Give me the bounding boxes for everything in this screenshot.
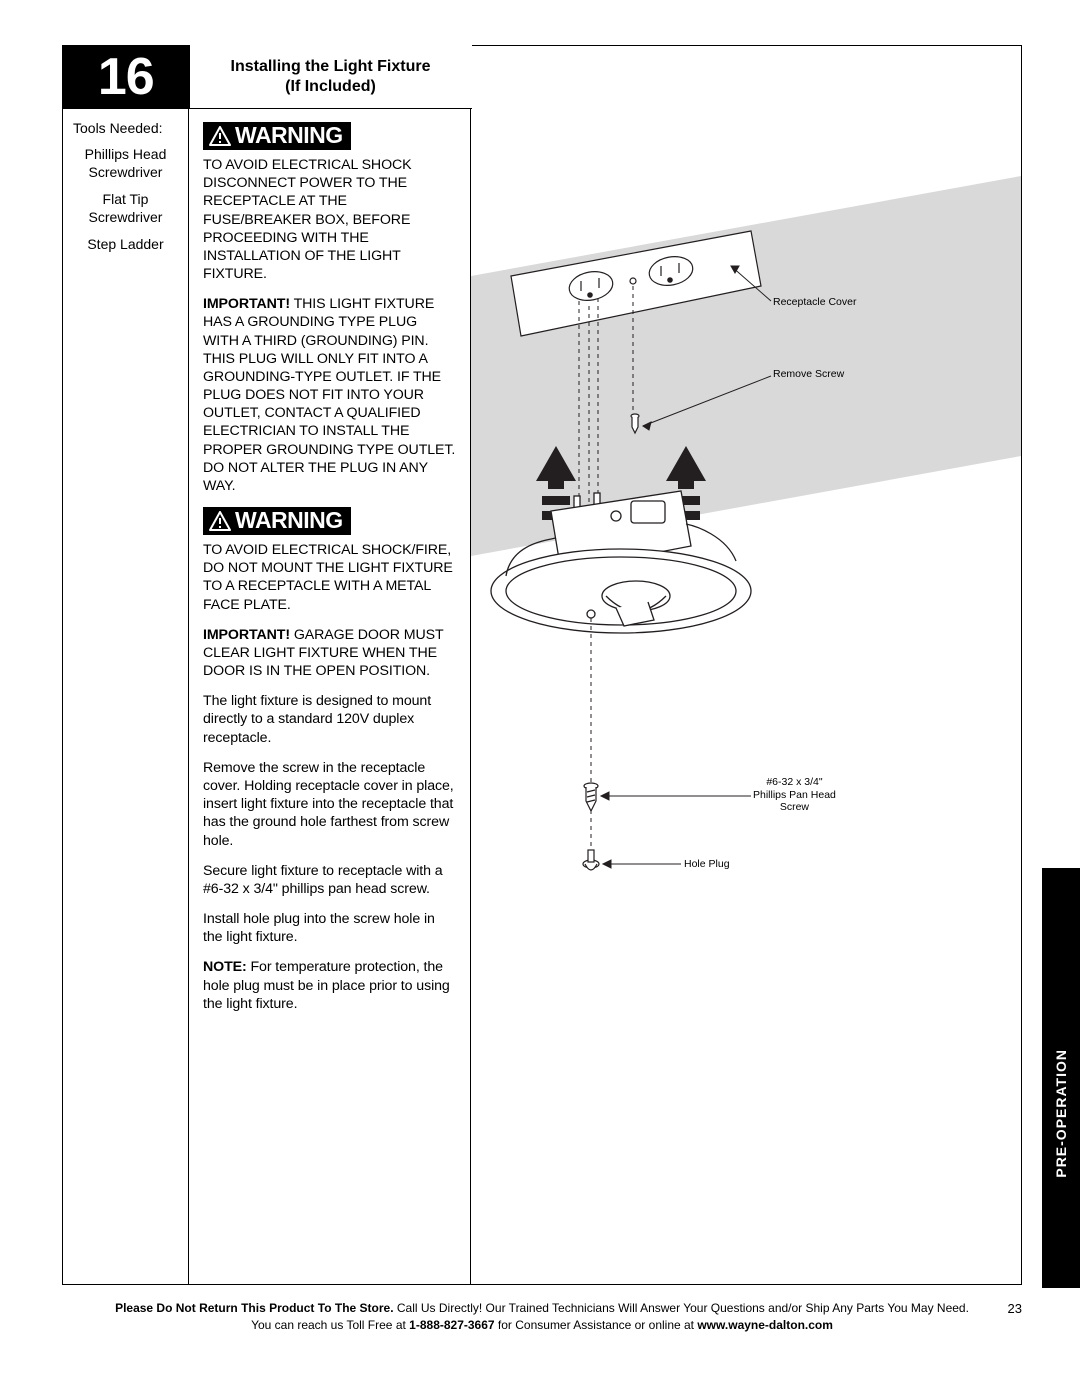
tools-heading: Tools Needed:	[73, 120, 178, 136]
important-lead: IMPORTANT!	[203, 296, 290, 312]
section-tab-label: PRE-OPERATION	[1053, 1049, 1069, 1178]
instruction-paragraph: Remove the screw in the receptacle cover…	[203, 759, 456, 850]
tool-item: Phillips Head Screwdriver	[73, 146, 178, 181]
warning-badge: WARNING	[203, 122, 351, 150]
step-number: 16	[62, 45, 190, 108]
footer-line1: Please Do Not Return This Product To The…	[62, 1300, 1022, 1317]
label-screw-spec: #6-32 x 3/4" Phillips Pan Head Screw	[753, 776, 836, 814]
step-title-line2: (If Included)	[285, 77, 376, 97]
footer-bold: Please Do Not Return This Product To The…	[115, 1301, 393, 1315]
installation-diagram	[471, 146, 1021, 946]
tool-item: Flat Tip Screwdriver	[73, 191, 178, 226]
important-body: THIS LIGHT FIXTURE HAS A GROUNDING TYPE …	[203, 296, 455, 494]
step-title-line1: Installing the Light Fixture	[231, 57, 431, 77]
illustration-column: Receptacle Cover Remove Screw #6-32 x 3/…	[471, 46, 1021, 1284]
page-frame: Tools Needed: Phillips Head Screwdriver …	[62, 45, 1022, 1285]
step-title: Installing the Light Fixture (If Include…	[190, 45, 472, 108]
label-receptacle-cover: Receptacle Cover	[773, 296, 856, 309]
instructions-column: WARNING TO AVOID ELECTRICAL SHOCK DISCON…	[189, 46, 471, 1284]
warning-badge: WARNING	[203, 507, 351, 535]
important-text: IMPORTANT! THIS LIGHT FIXTURE HAS A GROU…	[203, 295, 456, 495]
warning-text: TO AVOID ELECTRICAL SHOCK DISCONNECT POW…	[203, 156, 456, 283]
important-text: IMPORTANT! GARAGE DOOR MUST CLEAR LIGHT …	[203, 626, 456, 681]
footer-line2: You can reach us Toll Free at 1-888-827-…	[62, 1317, 1022, 1334]
important-lead: IMPORTANT!	[203, 627, 290, 643]
section-tab: PRE-OPERATION	[1042, 868, 1080, 1288]
label-remove-screw: Remove Screw	[773, 368, 844, 381]
warning-icon	[209, 126, 231, 146]
tools-column: Tools Needed: Phillips Head Screwdriver …	[63, 46, 189, 1284]
instruction-paragraph: Install hole plug into the screw hole in…	[203, 910, 456, 946]
footer-url: www.wayne-dalton.com	[697, 1318, 833, 1332]
label-hole-plug: Hole Plug	[684, 858, 730, 871]
note-lead: NOTE:	[203, 959, 247, 975]
footer-phone: 1-888-827-3667	[409, 1318, 494, 1332]
instruction-paragraph: The light fixture is designed to mount d…	[203, 692, 456, 747]
page-footer: Please Do Not Return This Product To The…	[62, 1300, 1022, 1334]
warning-label: WARNING	[235, 507, 343, 534]
instruction-paragraph: Secure light fixture to receptacle with …	[203, 862, 456, 898]
warning-label: WARNING	[235, 122, 343, 149]
note-paragraph: NOTE: For temperature protection, the ho…	[203, 958, 456, 1013]
step-header: 16 Installing the Light Fixture (If Incl…	[62, 45, 472, 109]
footer-rest: Call Us Directly! Our Trained Technician…	[394, 1301, 969, 1315]
page-number: 23	[1008, 1300, 1022, 1318]
tool-item: Step Ladder	[73, 236, 178, 254]
warning-text: TO AVOID ELECTRICAL SHOCK/FIRE, DO NOT M…	[203, 541, 456, 614]
warning-icon	[209, 511, 231, 531]
